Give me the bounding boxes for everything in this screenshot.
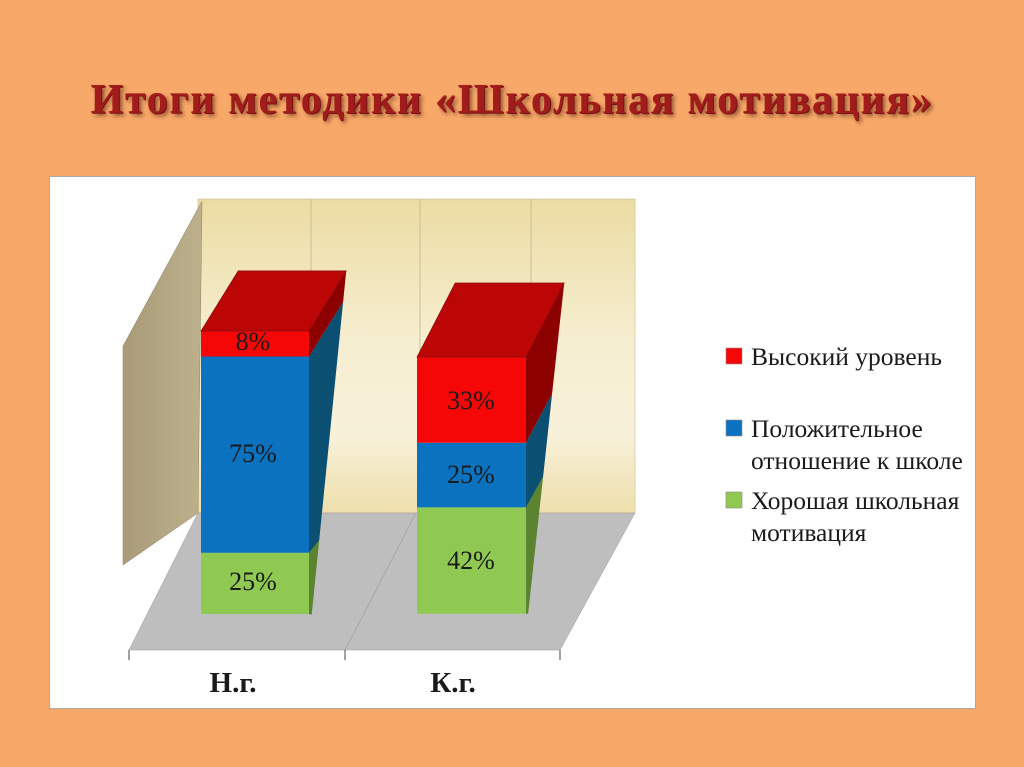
- svg-text:25%: 25%: [447, 460, 495, 489]
- svg-text:Положительное: Положительное: [751, 414, 923, 443]
- svg-text:33%: 33%: [447, 386, 495, 415]
- svg-text:75%: 75%: [229, 439, 277, 468]
- svg-text:Хорошая школьная: Хорошая школьная: [751, 486, 960, 515]
- svg-text:отношение к школе: отношение к школе: [751, 446, 963, 475]
- svg-text:К.г.: К.г.: [430, 667, 475, 699]
- svg-text:мотивация: мотивация: [751, 518, 867, 547]
- svg-text:8%: 8%: [236, 327, 271, 356]
- svg-text:Высокий уровень: Высокий уровень: [751, 342, 942, 371]
- svg-text:Н.г.: Н.г.: [210, 667, 257, 699]
- svg-text:42%: 42%: [447, 546, 495, 575]
- svg-text:25%: 25%: [229, 567, 277, 596]
